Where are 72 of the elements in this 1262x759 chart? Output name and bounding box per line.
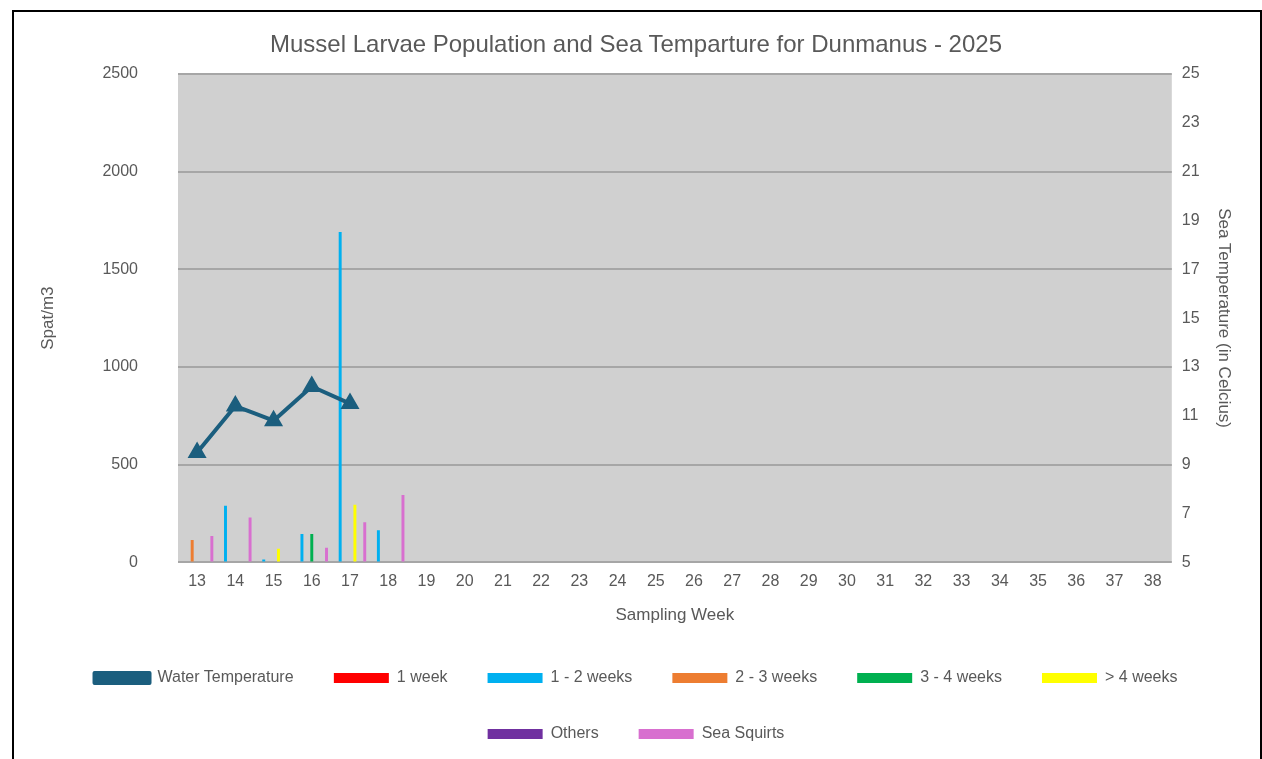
bar — [300, 534, 304, 562]
legend-label: Water Temperature — [157, 668, 294, 686]
x-axis-title: Sampling Week — [615, 605, 735, 625]
legend-label: 1 - 2 weeks — [550, 668, 633, 686]
bar — [210, 536, 214, 562]
y2-tick-label: 7 — [1181, 503, 1191, 521]
x-tick-label: 35 — [1029, 572, 1048, 590]
legend-label: Others — [550, 724, 599, 742]
y2-tick-label: 5 — [1181, 552, 1191, 570]
x-tick-label: 22 — [532, 572, 551, 590]
y-axis-title: Spat/m3 — [37, 286, 57, 350]
y2-tick-label: 19 — [1181, 210, 1200, 228]
x-tick-label: 24 — [608, 572, 627, 590]
x-tick-label: 32 — [914, 572, 933, 590]
point — [189, 443, 206, 458]
y2-tick-label: 11 — [1181, 406, 1199, 424]
y-tick-label: 2500 — [102, 64, 139, 82]
x-tick-label: 18 — [379, 572, 398, 590]
y2-tick-label: 23 — [1181, 113, 1200, 131]
bar — [224, 505, 227, 562]
y2-tick-label: 17 — [1181, 259, 1200, 277]
bar — [363, 522, 367, 562]
y-tick-label: 2000 — [102, 161, 139, 179]
x-tick-label: 16 — [302, 572, 321, 590]
y2-tick-label: 21 — [1181, 161, 1200, 179]
x-tick-label: 33 — [952, 572, 971, 590]
x-tick-label: 29 — [799, 572, 818, 590]
y2-tick-label: 13 — [1181, 357, 1200, 375]
bar — [276, 548, 280, 562]
x-tick-label: 37 — [1105, 572, 1124, 590]
x-tick-label: 34 — [990, 572, 1009, 590]
x-tick-label: 15 — [264, 572, 283, 590]
chart-title: Mussel Larvae Population and Sea Temparture for Dunmanus - 2025 — [270, 30, 1002, 58]
legend-label: 1 week — [396, 668, 449, 686]
x-tick-label: 25 — [646, 572, 665, 590]
point — [264, 409, 283, 427]
x-tick-label: 13 — [188, 572, 207, 590]
x-tick-label: 38 — [1143, 572, 1162, 590]
y-tick-label: 500 — [111, 455, 139, 473]
bar — [190, 539, 194, 562]
bar — [376, 530, 380, 562]
y2-tick-label: 25 — [1181, 64, 1200, 82]
legend-label: > 4 weeks — [1105, 668, 1178, 686]
y-tick-label: 0 — [129, 552, 139, 570]
y2-tick-label: 15 — [1181, 308, 1200, 326]
legend-label: 3 - 4 weeks — [920, 668, 1002, 686]
x-tick-label: 26 — [685, 572, 704, 590]
x-tick-label: 14 — [226, 572, 245, 590]
bar — [325, 547, 328, 562]
legend-label: 2 - 3 weeks — [735, 668, 818, 686]
x-tick-label: 36 — [1067, 572, 1086, 590]
x-tick-label: 17 — [341, 572, 359, 590]
y-tick-label: 1500 — [102, 259, 139, 277]
x-tick-label: 19 — [417, 572, 436, 590]
x-tick-label: 28 — [761, 572, 780, 590]
x-tick-label: 20 — [455, 572, 474, 590]
x-tick-label: 27 — [723, 572, 742, 590]
x-tick-label: 21 — [493, 572, 512, 590]
bar — [401, 494, 405, 562]
bar — [353, 504, 357, 562]
y2-tick-label: 9 — [1181, 455, 1191, 473]
x-tick-label: 30 — [838, 572, 856, 590]
point — [227, 397, 244, 412]
x-tick-label: 23 — [570, 572, 589, 590]
y2-axis-title: Sea Temperature (in Celcius) — [1215, 208, 1235, 429]
legend-label: Sea Squirts — [701, 724, 785, 742]
point — [303, 377, 320, 392]
y-tick-label: 1000 — [102, 357, 139, 375]
bar — [310, 534, 314, 562]
x-tick-label: 31 — [876, 572, 895, 590]
bar — [248, 517, 252, 562]
bar — [338, 232, 342, 562]
